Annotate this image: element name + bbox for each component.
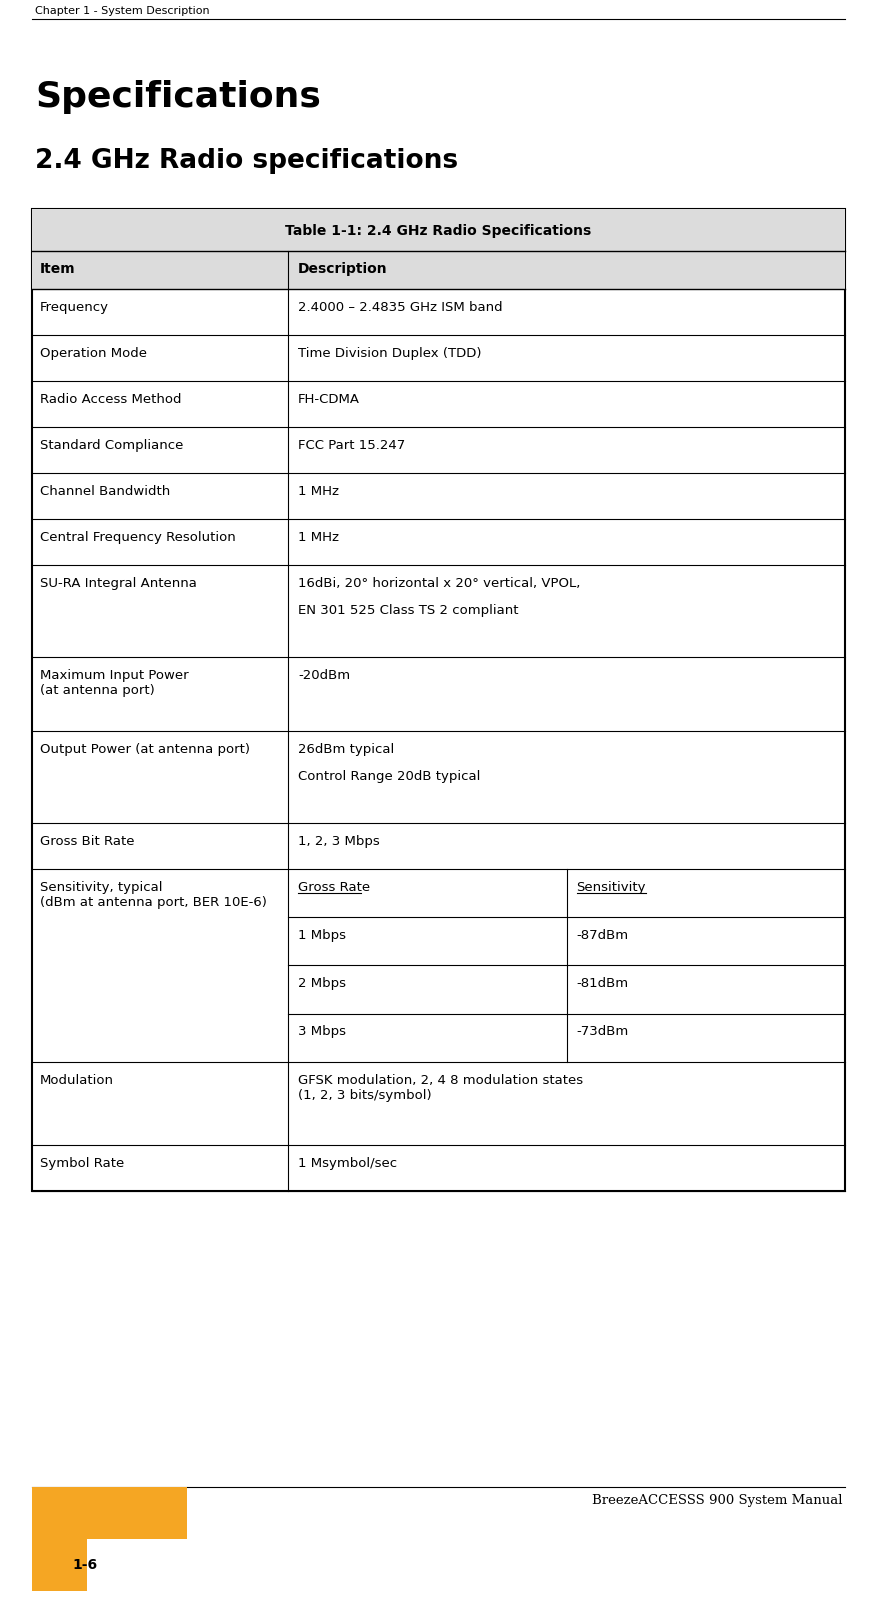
- Text: 1 MHz: 1 MHz: [298, 485, 339, 498]
- Text: 16dBi, 20° horizontal x 20° vertical, VPOL,: 16dBi, 20° horizontal x 20° vertical, VP…: [298, 576, 581, 589]
- Text: FH-CDMA: FH-CDMA: [298, 393, 360, 406]
- Text: Control Range 20dB typical: Control Range 20dB typical: [298, 769, 481, 782]
- Text: (at antenna port): (at antenna port): [40, 684, 154, 697]
- Text: BreezeACCESSS 900 System Manual: BreezeACCESSS 900 System Manual: [591, 1493, 842, 1505]
- Text: 3 Mbps: 3 Mbps: [298, 1026, 346, 1038]
- Bar: [32, 1536, 87, 1591]
- Text: FCC Part 15.247: FCC Part 15.247: [298, 438, 405, 451]
- Bar: [32, 252, 845, 291]
- Text: Channel Bandwidth: Channel Bandwidth: [40, 485, 170, 498]
- Text: 2.4 GHz Radio specifications: 2.4 GHz Radio specifications: [35, 148, 458, 173]
- Text: Gross Bit Rate: Gross Bit Rate: [40, 835, 134, 847]
- Bar: [32, 210, 845, 1191]
- Text: Description: Description: [298, 262, 388, 276]
- Text: -81dBm: -81dBm: [576, 976, 629, 990]
- Text: 1, 2, 3 Mbps: 1, 2, 3 Mbps: [298, 835, 380, 847]
- Text: Symbol Rate: Symbol Rate: [40, 1156, 125, 1168]
- Text: Chapter 1 - System Description: Chapter 1 - System Description: [35, 6, 210, 16]
- Text: Time Division Duplex (TDD): Time Division Duplex (TDD): [298, 347, 481, 360]
- Text: Standard Compliance: Standard Compliance: [40, 438, 183, 451]
- Text: -20dBm: -20dBm: [298, 669, 350, 682]
- Text: 1 MHz: 1 MHz: [298, 531, 339, 544]
- Text: (1, 2, 3 bits/symbol): (1, 2, 3 bits/symbol): [298, 1088, 431, 1101]
- Text: Specifications: Specifications: [35, 80, 321, 114]
- Text: Table 1-1: 2.4 GHz Radio Specifications: Table 1-1: 2.4 GHz Radio Specifications: [285, 223, 592, 238]
- Text: 2.4000 – 2.4835 GHz ISM band: 2.4000 – 2.4835 GHz ISM band: [298, 300, 503, 315]
- Text: Sensitivity, typical: Sensitivity, typical: [40, 880, 162, 892]
- Text: Output Power (at antenna port): Output Power (at antenna port): [40, 742, 250, 754]
- Text: Maximum Input Power: Maximum Input Power: [40, 669, 189, 682]
- Text: GFSK modulation, 2, 4 8 modulation states: GFSK modulation, 2, 4 8 modulation state…: [298, 1074, 583, 1087]
- Bar: [32, 1488, 187, 1539]
- Text: Operation Mode: Operation Mode: [40, 347, 147, 360]
- Text: EN 301 525 Class TS 2 compliant: EN 301 525 Class TS 2 compliant: [298, 603, 518, 616]
- Text: Central Frequency Resolution: Central Frequency Resolution: [40, 531, 236, 544]
- Text: Frequency: Frequency: [40, 300, 109, 315]
- Text: Gross Rate: Gross Rate: [298, 880, 370, 892]
- Text: 1 Msymbol/sec: 1 Msymbol/sec: [298, 1156, 397, 1168]
- Text: -87dBm: -87dBm: [576, 928, 629, 941]
- Text: (dBm at antenna port, BER 10E-6): (dBm at antenna port, BER 10E-6): [40, 896, 267, 908]
- Text: 1 Mbps: 1 Mbps: [298, 928, 346, 941]
- Text: 26dBm typical: 26dBm typical: [298, 742, 395, 754]
- Text: -73dBm: -73dBm: [576, 1026, 629, 1038]
- Text: Item: Item: [40, 262, 75, 276]
- Text: Modulation: Modulation: [40, 1074, 114, 1087]
- Text: 2 Mbps: 2 Mbps: [298, 976, 346, 990]
- Text: 1-6: 1-6: [73, 1557, 97, 1571]
- Text: Sensitivity: Sensitivity: [576, 880, 646, 892]
- Text: SU-RA Integral Antenna: SU-RA Integral Antenna: [40, 576, 196, 589]
- Text: Radio Access Method: Radio Access Method: [40, 393, 182, 406]
- Bar: [32, 210, 845, 252]
